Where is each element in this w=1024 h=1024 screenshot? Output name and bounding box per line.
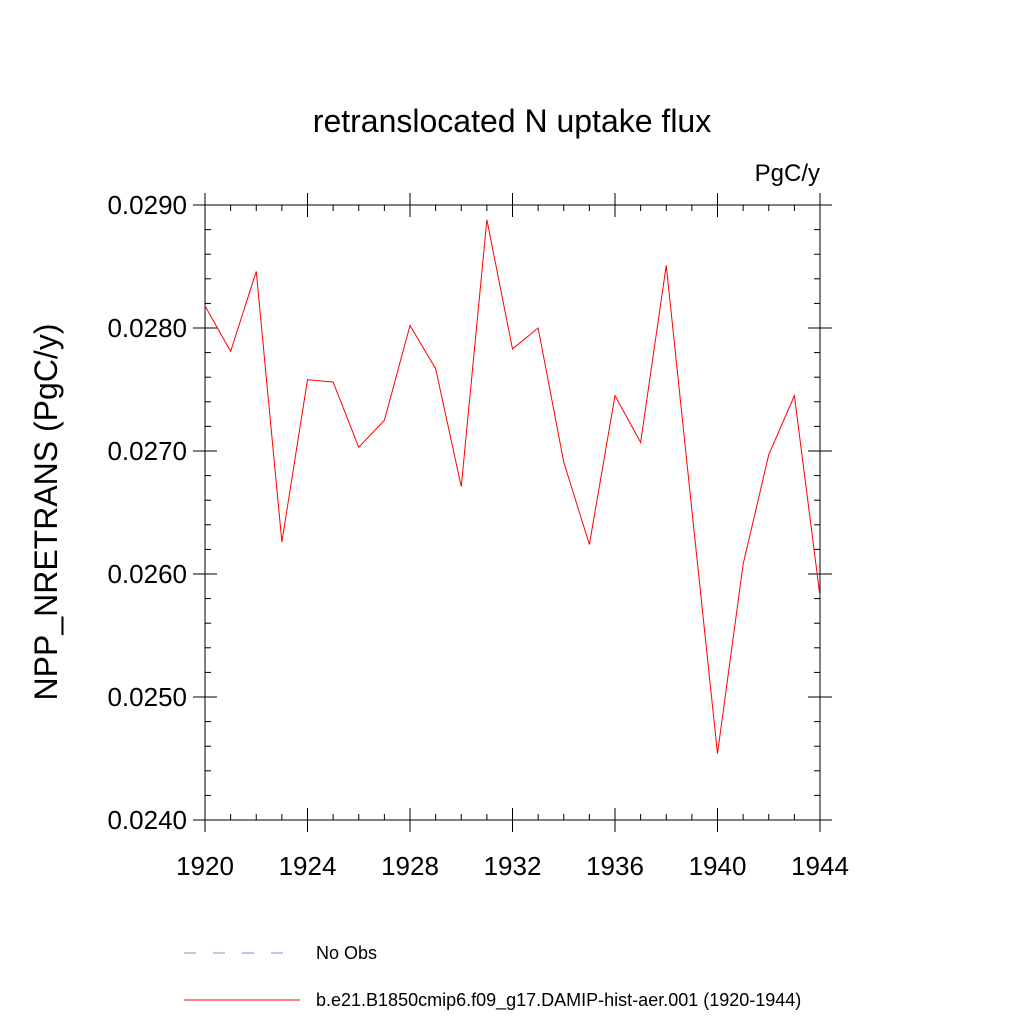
x-tick-label: 1944 — [791, 851, 849, 881]
x-tick-label: 1924 — [279, 851, 337, 881]
x-tick-label: 1928 — [381, 851, 439, 881]
y-tick-label: 0.0290 — [107, 190, 187, 220]
y-axis: 0.0240 0.0250 0.0260 0.0270 0.0280 0.0290 — [107, 190, 832, 835]
y-axis-label: NPP_NRETRANS (PgC/y) — [28, 324, 64, 701]
y-tick-label: 0.0250 — [107, 682, 187, 712]
chart-title: retranslocated N uptake flux — [313, 103, 711, 139]
units-label: PgC/y — [755, 160, 820, 187]
y-tick-label: 0.0270 — [107, 436, 187, 466]
legend-label-series: b.e21.B1850cmip6.f09_g17.DAMIP-hist-aer.… — [316, 990, 801, 1011]
x-axis: 1920 1924 1928 1932 1936 1940 1944 — [176, 193, 849, 881]
plot-frame — [204, 204, 821, 821]
x-tick-label: 1920 — [176, 851, 234, 881]
x-tick-label: 1940 — [689, 851, 747, 881]
y-tick-label: 0.0260 — [107, 559, 187, 589]
plot-area — [204, 219, 821, 754]
x-tick-label: 1936 — [586, 851, 644, 881]
series-line — [204, 219, 821, 754]
legend-label-no-obs: No Obs — [316, 943, 377, 963]
legend: No Obs b.e21.B1850cmip6.f09_g17.DAMIP-hi… — [184, 943, 801, 1011]
x-tick-label: 1932 — [484, 851, 542, 881]
y-tick-label: 0.0280 — [107, 313, 187, 343]
y-tick-label: 0.0240 — [107, 805, 187, 835]
